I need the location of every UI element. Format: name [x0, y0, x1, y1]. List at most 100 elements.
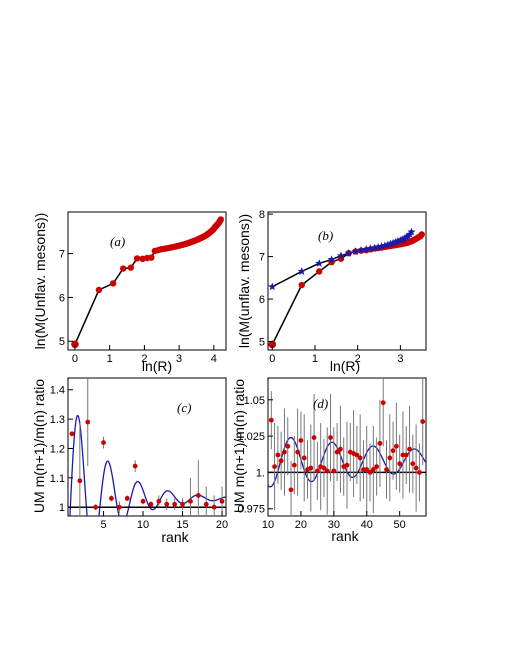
x-tick-label: 20 [295, 519, 307, 531]
x-tick-label: 10 [137, 519, 149, 531]
data-point [361, 467, 366, 472]
data-point [268, 417, 274, 423]
y-tick-label: 7 [59, 249, 65, 261]
data-point [377, 440, 383, 446]
data-point [364, 467, 370, 472]
data-point-star [344, 248, 353, 257]
data-point [85, 419, 91, 425]
data-point [124, 495, 130, 501]
data-point [282, 449, 287, 455]
panel-c-series [69, 378, 225, 516]
x-tick-label: 1 [107, 353, 113, 365]
x-tick-label: 30 [328, 519, 340, 531]
x-tick-label: 4 [211, 353, 217, 365]
data-point-star [357, 246, 366, 254]
data-point-star [351, 247, 360, 255]
data-point-star [337, 251, 346, 260]
panel-b-x-ticks: 0 1 2 3 [269, 345, 403, 365]
data-point [116, 504, 122, 510]
data-point [101, 440, 106, 445]
y-tick-label: 5 [59, 336, 65, 348]
data-point [77, 478, 83, 484]
panel-a-label: (a) [110, 234, 125, 249]
data-point-star [327, 255, 336, 263]
data-point [268, 340, 277, 349]
data-point [132, 463, 138, 469]
panel-d-frame [267, 377, 427, 517]
panel-a-frame [67, 211, 227, 351]
x-tick-label: 40 [361, 519, 373, 531]
data-point [95, 286, 103, 294]
data-point [384, 467, 389, 472]
data-point [195, 493, 201, 498]
y-tick-label: 1.1 [50, 473, 65, 485]
x-tick-label: 10 [262, 519, 274, 531]
data-point [188, 498, 193, 504]
y-tick-label: 1.025 [237, 431, 265, 443]
data-point [291, 462, 297, 468]
data-point [127, 264, 135, 271]
data-point [410, 461, 416, 467]
data-point [93, 504, 99, 510]
panel-d-xlabel: rank [331, 528, 359, 544]
data-point-star [268, 282, 277, 291]
data-point [418, 231, 425, 238]
panel-b-xlabel: ln(R) [330, 358, 360, 374]
data-point [328, 435, 333, 440]
panel-c-fit-curve [69, 414, 226, 516]
data-point [367, 470, 373, 475]
fit-curve [69, 414, 226, 516]
data-point [311, 435, 317, 440]
panel-d-y-ticks: 0.975 1. 1.025 1.05 [237, 395, 273, 516]
panel-c-xlabel: rank [161, 529, 189, 545]
panel-d-x-ticks: 10 20 30 40 50 [262, 511, 406, 531]
panel-c: 5 10 15 20 1 1.1 1.2 1.3 1.4 (c) rank UM m(n+1)… [31, 377, 228, 545]
data-point-star [297, 267, 306, 275]
panel-d-ylabel: UM m(n+1)/m(n) ratio [231, 379, 247, 513]
data-point [272, 464, 277, 470]
data-point [203, 501, 209, 507]
data-point [288, 487, 294, 493]
y-tick-label: 1.4 [50, 385, 65, 397]
data-point [413, 465, 419, 471]
data-point [357, 455, 363, 461]
data-point [109, 280, 117, 287]
data-point [180, 501, 185, 507]
data-point [316, 268, 323, 275]
panel-a-ylabel: ln(M(Unflav. mesons)) [32, 213, 48, 350]
y-tick-label: 7 [259, 252, 265, 264]
data-point [219, 498, 225, 504]
panel-c-ylabel: UM m(n+1)/m(n) ratio [31, 379, 47, 513]
x-tick-label: 0 [72, 353, 78, 365]
panel-b: 0 1 2 3 5 6 7 8 (b) ln(R) ln(M(unflav. mesons)… [236, 209, 427, 374]
data-point-star [391, 237, 400, 246]
panel-c-y-ticks: 1 1.1 1.2 1.3 1.4 [50, 385, 73, 514]
panel-a-x-ticks: 0 1 2 3 4 [72, 345, 217, 365]
y-tick-label: 1.3 [50, 414, 65, 426]
panel-c-frame [67, 377, 227, 517]
panel-b-frame [267, 211, 427, 351]
data-point-star [400, 234, 409, 243]
panel-b-fit-line [271, 231, 423, 345]
x-tick-label: 0 [269, 353, 275, 365]
data-point [285, 443, 291, 449]
data-point [420, 419, 426, 424]
y-tick-label: 1 [59, 502, 65, 514]
data-point [140, 498, 146, 504]
data-point [331, 468, 337, 474]
data-point [164, 501, 170, 507]
panel-b-label: (b) [318, 228, 333, 243]
data-point [344, 462, 350, 468]
y-tick-label: 1.2 [50, 443, 65, 455]
panel-b-ylabel: ln(M(unflav. mesons)) [236, 214, 252, 348]
data-point [156, 498, 162, 504]
panel-a-series [71, 216, 224, 349]
data-point [278, 458, 284, 464]
data-point [370, 467, 376, 472]
data-point [308, 465, 314, 471]
data-point [172, 501, 178, 507]
data-point [338, 446, 343, 452]
x-tick-label: 2 [141, 353, 147, 365]
data-point [298, 438, 304, 443]
